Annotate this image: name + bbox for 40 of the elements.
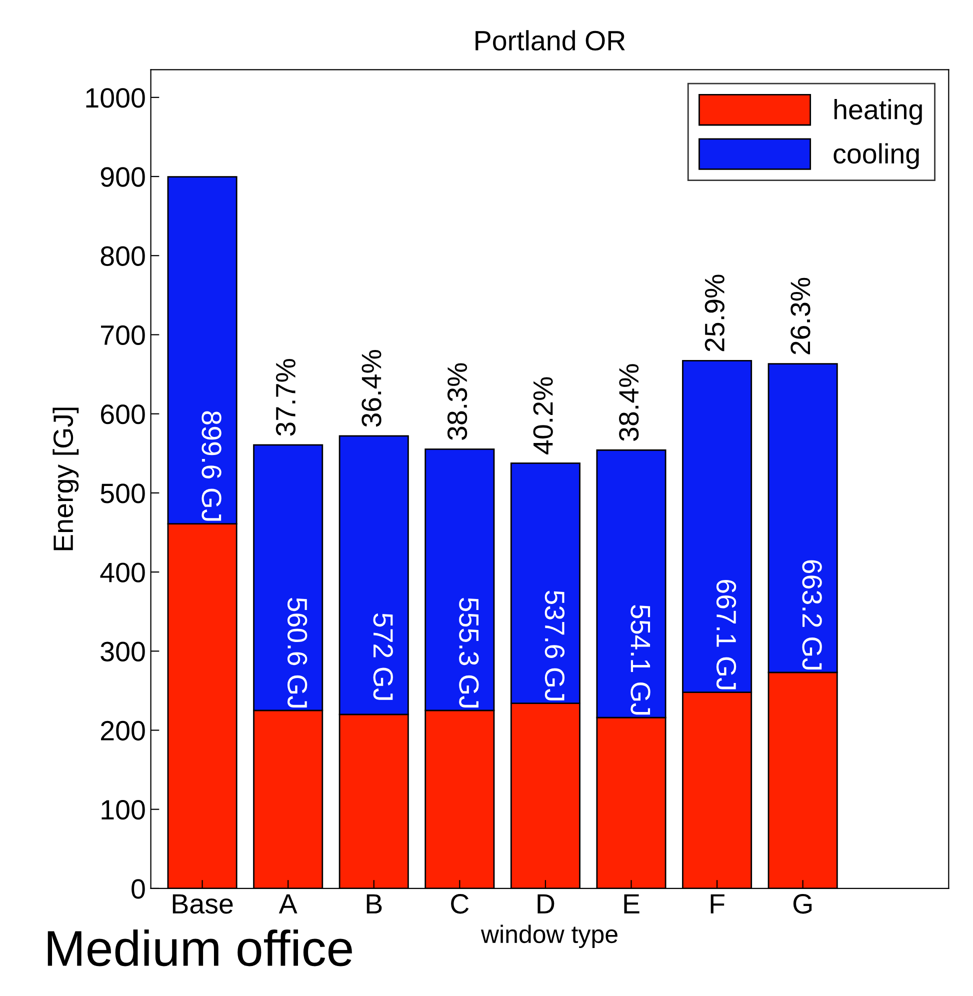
annotation: 40.2% [533,377,553,454]
y-tick-label: 300 [100,642,145,662]
annotation: 26.3% [790,278,810,354]
x-tick-label: G [793,894,812,914]
legend-label: heating [834,99,922,125]
x-tick-label: B [366,894,382,914]
annotation: 36.4% [362,350,382,427]
y-axis-title: Energy [GJ] [52,408,79,550]
y-tick-label: 400 [100,562,145,582]
y-tick-label: 1000 [86,88,145,108]
total-label: 663.2 GJ [802,560,822,670]
x-tick-label: F [710,894,724,914]
y-tick-label: 600 [101,404,145,424]
x-tick-label: A [278,894,298,914]
y-tick-label: 700 [101,325,145,346]
total-label: 554.1 GJ [630,605,650,715]
y-tick-label: 0 [132,879,145,899]
total-label: 537.6 GJ [544,590,565,700]
legend-label: cooling [834,143,919,170]
total-label: 667.1 GJ [716,580,736,690]
y-tick-label: 100 [102,800,145,820]
total-label: 899.6 GJ [202,411,222,521]
y-tick-label: 800 [100,246,145,266]
total-label: 555.3 GJ [459,598,479,708]
x-tick-label: E [624,894,640,914]
y-tick-label: 200 [101,720,145,741]
x-axis-title: window type [480,924,618,948]
chart-title: Portland OR [476,30,625,51]
total-label: 572 GJ [373,613,393,700]
x-tick-label: C [451,894,469,914]
y-tick-label: 500 [100,484,145,504]
y-tick-label: 900 [100,167,145,187]
annotation: 38.4% [619,364,639,441]
annotation: 25.9% [704,274,724,352]
annotation: 37.7% [276,359,296,436]
annotation: 38.3% [447,363,468,440]
total-label: 560.6 GJ [287,598,308,708]
x-tick-label: D [538,894,554,914]
text: Medium office [48,929,352,966]
x-tick-label: Base [172,894,233,914]
